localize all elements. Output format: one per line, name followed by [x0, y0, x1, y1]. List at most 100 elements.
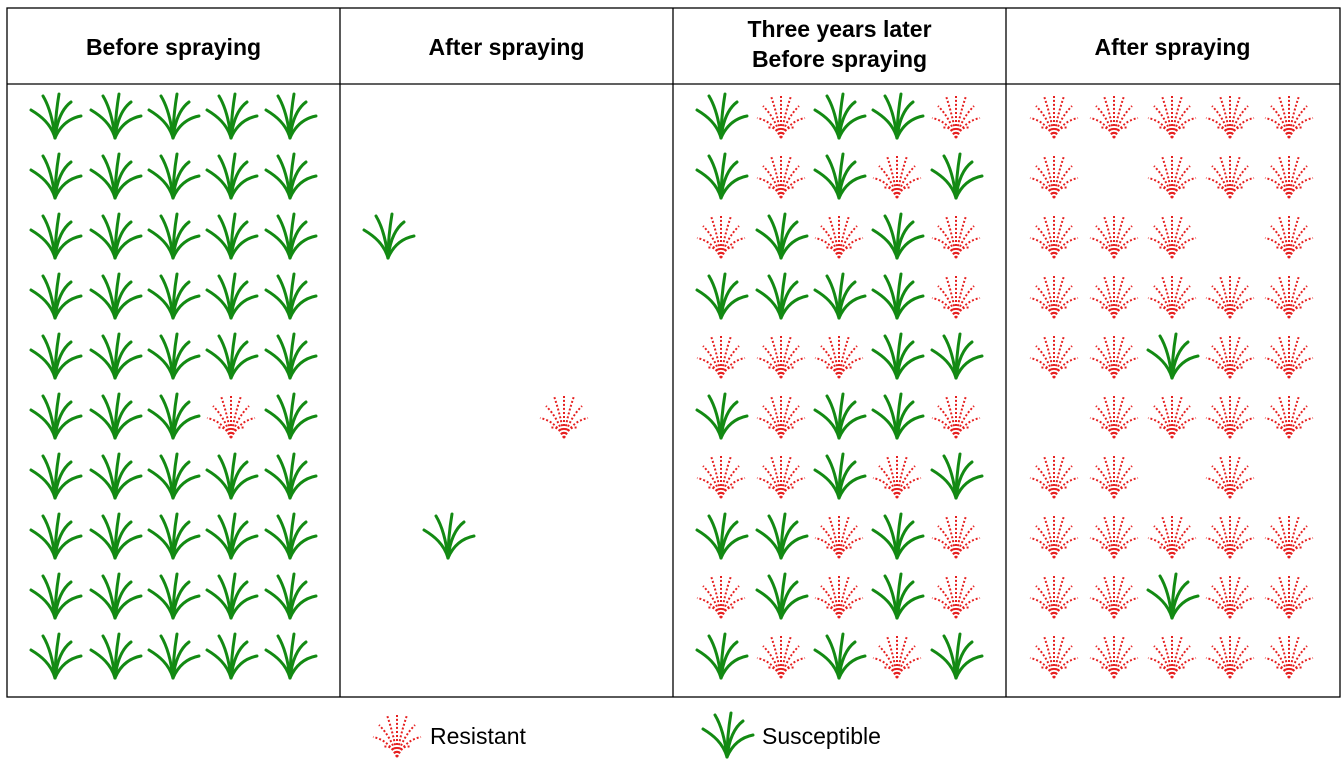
plant-susceptible	[91, 454, 141, 498]
plant-resistant	[1265, 574, 1313, 618]
plant-susceptible	[932, 334, 982, 378]
plant-susceptible	[91, 154, 141, 198]
plant-resistant	[932, 574, 980, 618]
plant-susceptible	[207, 154, 257, 198]
plant-susceptible	[149, 634, 199, 678]
plant-resistant	[815, 214, 863, 258]
column-header: After spraying	[429, 34, 585, 60]
plant-resistant	[873, 454, 921, 498]
plant-resistant	[757, 634, 805, 678]
plant-susceptible	[207, 334, 257, 378]
plant-susceptible	[873, 334, 923, 378]
plant-susceptible	[697, 394, 747, 438]
plant-resistant	[1090, 574, 1138, 618]
plant-resistant	[697, 214, 745, 258]
plants	[31, 94, 1313, 678]
plant-susceptible	[149, 274, 199, 318]
plant-resistant	[1148, 214, 1196, 258]
plant-susceptible	[932, 154, 982, 198]
plant-resistant	[1090, 634, 1138, 678]
plant-susceptible	[266, 394, 316, 438]
plant-resistant	[815, 514, 863, 558]
plant-susceptible	[697, 94, 747, 138]
plant-resistant	[1148, 394, 1196, 438]
plant-resistant	[1206, 94, 1254, 138]
plant-resistant	[1206, 514, 1254, 558]
column-header: Before spraying	[752, 46, 927, 72]
plant-susceptible	[31, 514, 81, 558]
plant-resistant	[1090, 514, 1138, 558]
plant-susceptible	[149, 454, 199, 498]
plant-susceptible	[697, 514, 747, 558]
plant-resistant	[1265, 334, 1313, 378]
plant-susceptible	[266, 454, 316, 498]
plant-resistant	[1265, 274, 1313, 318]
plant-susceptible	[873, 394, 923, 438]
plant-resistant	[1265, 154, 1313, 198]
plant-resistant	[1090, 334, 1138, 378]
plant-susceptible	[207, 274, 257, 318]
plant-susceptible	[697, 634, 747, 678]
plant-susceptible	[266, 514, 316, 558]
plant-resistant	[1090, 214, 1138, 258]
plant-resistant	[815, 334, 863, 378]
plant-susceptible	[149, 154, 199, 198]
plant-susceptible	[149, 514, 199, 558]
plant-susceptible	[149, 94, 199, 138]
plant-resistant	[1148, 94, 1196, 138]
plant-resistant	[1030, 334, 1078, 378]
plant-resistant	[1265, 634, 1313, 678]
plant-resistant	[1148, 514, 1196, 558]
plant-resistant	[1090, 274, 1138, 318]
legend-label: Susceptible	[762, 723, 881, 749]
plant-resistant	[757, 154, 805, 198]
plant-resistant	[757, 454, 805, 498]
plant-resistant	[1265, 214, 1313, 258]
plant-susceptible	[815, 454, 865, 498]
plant-susceptible	[266, 154, 316, 198]
plant-susceptible	[266, 574, 316, 618]
plant-resistant	[932, 214, 980, 258]
plant-susceptible	[266, 214, 316, 258]
plant-susceptible	[873, 514, 923, 558]
plant-susceptible	[815, 94, 865, 138]
legend-icon-susceptible	[703, 713, 753, 757]
legend-icon-resistant	[373, 713, 421, 757]
plant-susceptible	[815, 634, 865, 678]
plant-resistant	[1030, 514, 1078, 558]
plant-susceptible	[149, 574, 199, 618]
plant-susceptible	[207, 214, 257, 258]
plant-resistant	[697, 334, 745, 378]
plant-susceptible	[31, 634, 81, 678]
plant-susceptible	[1148, 574, 1198, 618]
plant-susceptible	[207, 454, 257, 498]
plant-susceptible	[207, 574, 257, 618]
plant-resistant	[1148, 274, 1196, 318]
plant-susceptible	[207, 514, 257, 558]
plant-susceptible	[266, 274, 316, 318]
plant-susceptible	[424, 514, 474, 558]
plant-susceptible	[1148, 334, 1198, 378]
plant-susceptible	[31, 574, 81, 618]
plant-susceptible	[91, 334, 141, 378]
plant-susceptible	[873, 94, 923, 138]
plant-resistant	[1206, 454, 1254, 498]
plant-resistant	[1265, 394, 1313, 438]
plant-susceptible	[91, 94, 141, 138]
plant-resistant	[1030, 94, 1078, 138]
plant-resistant	[873, 634, 921, 678]
plant-susceptible	[91, 574, 141, 618]
plant-susceptible	[149, 334, 199, 378]
plant-susceptible	[91, 274, 141, 318]
plant-resistant	[873, 154, 921, 198]
plant-susceptible	[31, 394, 81, 438]
plant-resistant	[815, 574, 863, 618]
plant-resistant	[697, 454, 745, 498]
plant-susceptible	[91, 394, 141, 438]
legend-label: Resistant	[430, 723, 526, 749]
plant-resistant	[1030, 274, 1078, 318]
column-header: Three years later	[747, 16, 931, 42]
plant-resistant	[1090, 94, 1138, 138]
plant-resistant	[757, 334, 805, 378]
plant-resistant	[932, 274, 980, 318]
